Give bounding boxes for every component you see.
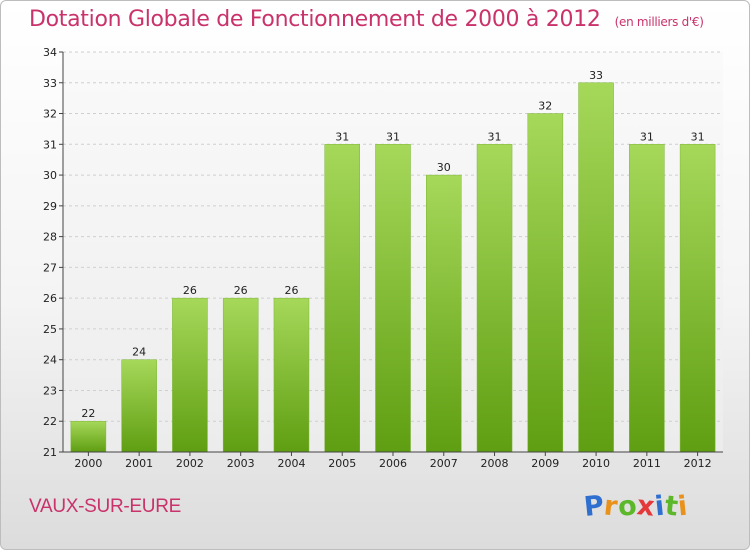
x-tick-label: 2002 bbox=[176, 457, 204, 470]
chart-subtitle: (en milliers d'€) bbox=[614, 15, 704, 29]
commune-name: VAUX-SUR-EURE bbox=[29, 496, 181, 517]
chart-title: Dotation Globale de Fonctionnement de 20… bbox=[29, 7, 704, 32]
y-tick-label: 22 bbox=[43, 415, 57, 428]
data-label: 26 bbox=[183, 284, 197, 297]
bar bbox=[273, 297, 310, 453]
bar bbox=[222, 297, 259, 453]
y-tick-label: 31 bbox=[43, 138, 57, 151]
data-label: 24 bbox=[132, 346, 146, 359]
x-tick-label: 2008 bbox=[481, 457, 509, 470]
chart-title-text: Dotation Globale de Fonctionnement de 20… bbox=[29, 7, 601, 32]
x-tick-label: 2007 bbox=[430, 457, 458, 470]
x-tick-label: 2005 bbox=[328, 457, 356, 470]
proxiti-logo: Proxiti bbox=[582, 490, 690, 523]
data-label: 22 bbox=[81, 407, 95, 420]
y-tick-label: 27 bbox=[43, 261, 57, 274]
bar bbox=[679, 144, 716, 453]
bar-layer: 22 24 26 26 26 31 31 30 31 32 33 31 31 bbox=[70, 69, 716, 453]
x-tick-label: 2003 bbox=[227, 457, 255, 470]
bar bbox=[172, 297, 208, 453]
y-tick-label: 34 bbox=[43, 46, 57, 59]
y-tick-label: 26 bbox=[43, 292, 57, 305]
bar bbox=[375, 144, 411, 453]
bar bbox=[527, 113, 564, 453]
bar bbox=[629, 144, 665, 453]
y-tick-label: 32 bbox=[43, 108, 57, 121]
data-label: 30 bbox=[437, 161, 451, 174]
x-tick-label: 2012 bbox=[684, 457, 712, 470]
y-tick-label: 25 bbox=[43, 323, 57, 336]
x-tick-label: 2004 bbox=[277, 457, 305, 470]
bar bbox=[324, 144, 360, 453]
data-label: 31 bbox=[488, 130, 502, 143]
data-label: 31 bbox=[691, 130, 705, 143]
data-label: 33 bbox=[589, 69, 603, 82]
y-tick-label: 21 bbox=[43, 446, 57, 459]
x-tick-label: 2006 bbox=[379, 457, 407, 470]
bar bbox=[70, 420, 107, 453]
bar bbox=[121, 359, 157, 453]
bar bbox=[578, 82, 614, 453]
bar bbox=[426, 174, 462, 453]
x-tick-label: 2010 bbox=[582, 457, 610, 470]
y-tick-label: 30 bbox=[43, 169, 57, 182]
x-tick-label: 2001 bbox=[125, 457, 153, 470]
data-label: 31 bbox=[335, 130, 349, 143]
axis-layer: 21 22 23 24 25 26 27 28 29 30 31 32 33 34 2000 2001 2002… bbox=[43, 46, 723, 470]
y-tick-label: 24 bbox=[43, 354, 57, 367]
data-label: 26 bbox=[234, 284, 248, 297]
logo-letter: i bbox=[676, 490, 690, 523]
x-tick-label: 2011 bbox=[633, 457, 661, 470]
bar bbox=[476, 144, 513, 453]
data-label: 31 bbox=[386, 130, 400, 143]
data-label: 26 bbox=[284, 284, 298, 297]
y-tick-label: 23 bbox=[43, 384, 57, 397]
x-tick-label: 2000 bbox=[74, 457, 102, 470]
x-tick-label: 2009 bbox=[531, 457, 559, 470]
data-label: 31 bbox=[640, 130, 654, 143]
y-tick-label: 28 bbox=[43, 231, 57, 244]
data-label: 32 bbox=[538, 100, 552, 113]
y-tick-label: 33 bbox=[43, 77, 57, 90]
y-tick-label: 29 bbox=[43, 200, 57, 213]
